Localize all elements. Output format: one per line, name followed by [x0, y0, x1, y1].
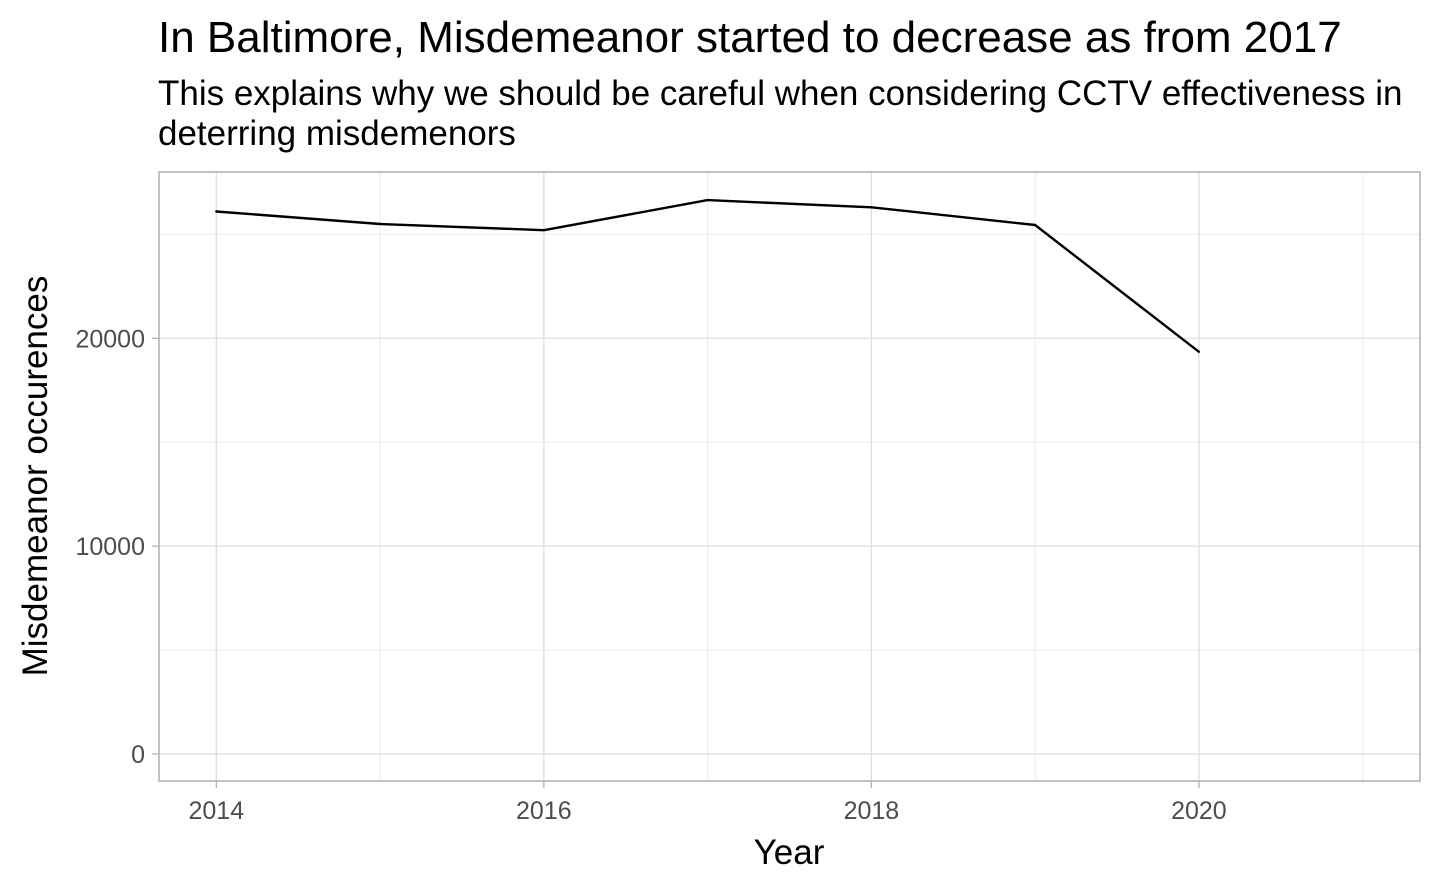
data-point-2016: [542, 228, 546, 232]
data-point-2019: [1033, 223, 1037, 227]
y-tick-label-0: 0: [131, 741, 145, 769]
y-tick-label-2: 20000: [75, 325, 145, 353]
chart-title: In Baltimore, Misdemeanor started to dec…: [158, 13, 1342, 62]
x-tick-label-0: 2014: [189, 797, 245, 825]
x-tick-label-1: 2016: [516, 797, 572, 825]
data-point-2020: [1197, 350, 1201, 353]
x-tick-label-2: 2018: [844, 797, 900, 825]
subtitle-line-2: deterring misdemenors: [158, 114, 516, 153]
y-axis-ticks: 0 10000 20000: [75, 325, 159, 769]
chart-subtitle: This explains why we should be careful w…: [158, 74, 1440, 154]
y-tick-label-1: 10000: [75, 533, 145, 561]
y-axis-title: Misdemeanor occurences: [16, 276, 55, 677]
x-axis-ticks: 2014 2016 2018 2020: [189, 781, 1227, 825]
x-tick-label-3: 2020: [1171, 797, 1227, 825]
major-gridlines: [159, 172, 1420, 781]
series-layer: [215, 198, 1201, 353]
data-point-2014: [215, 210, 218, 213]
plot-panel-border: [158, 171, 1421, 782]
subtitle-line-1: This explains why we should be careful w…: [158, 74, 1403, 113]
minor-gridlines: [159, 172, 1420, 781]
data-point-2017: [706, 198, 709, 202]
data-point-2018: [870, 206, 873, 209]
x-axis-title: Year: [754, 833, 825, 872]
data-point-2015: [378, 222, 382, 226]
